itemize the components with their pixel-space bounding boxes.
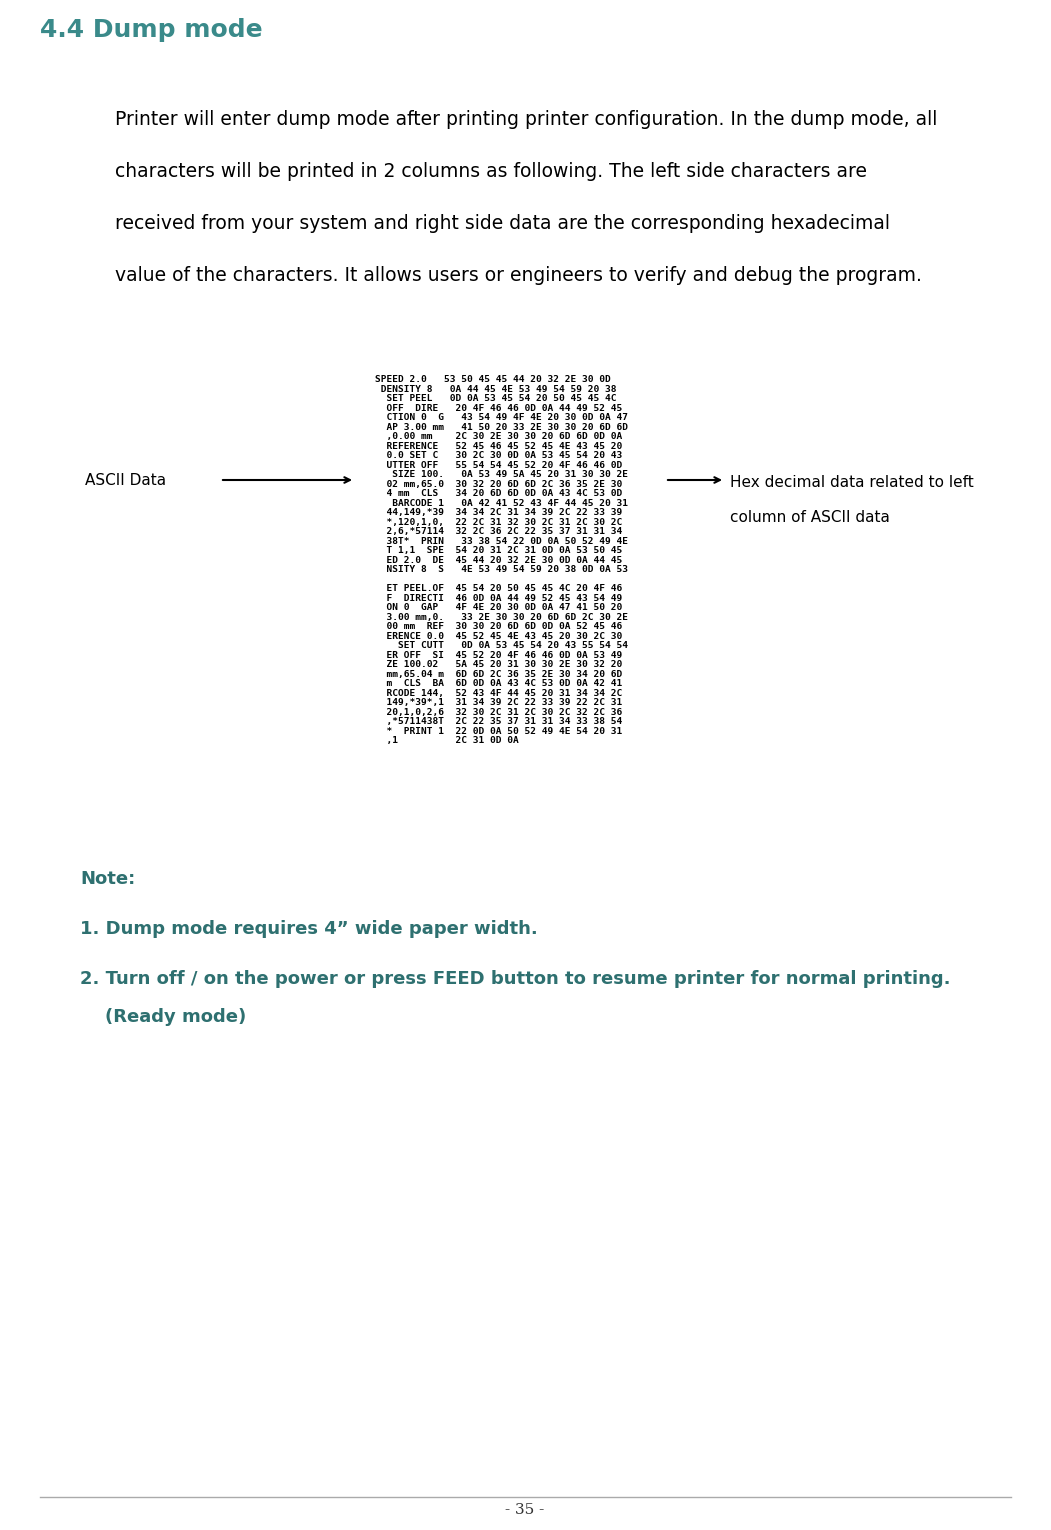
- Text: SET PEEL   0D 0A 53 45 54 20 50 45 45 4C: SET PEEL 0D 0A 53 45 54 20 50 45 45 4C: [375, 395, 617, 402]
- Text: ER OFF  SI  45 52 20 4F 46 46 0D 0A 53 49: ER OFF SI 45 52 20 4F 46 46 0D 0A 53 49: [375, 650, 622, 659]
- Text: AP 3.00 mm   41 50 20 33 2E 30 30 20 6D 6D: AP 3.00 mm 41 50 20 33 2E 30 30 20 6D 6D: [375, 422, 628, 431]
- Text: Hex decimal data related to left: Hex decimal data related to left: [730, 474, 973, 490]
- Text: 2. Turn off / on the power or press FEED button to resume printer for normal pri: 2. Turn off / on the power or press FEED…: [80, 970, 950, 988]
- Text: 38T*  PRIN   33 38 54 22 0D 0A 50 52 49 4E: 38T* PRIN 33 38 54 22 0D 0A 50 52 49 4E: [375, 537, 628, 546]
- Text: 4.4 Dump mode: 4.4 Dump mode: [40, 18, 263, 41]
- Text: CTION 0  G   43 54 49 4F 4E 20 30 0D 0A 47: CTION 0 G 43 54 49 4F 4E 20 30 0D 0A 47: [375, 413, 628, 422]
- Text: Printer will enter dump mode after printing printer configuration. In the dump m: Printer will enter dump mode after print…: [115, 110, 937, 129]
- Text: (Ready mode): (Ready mode): [80, 1008, 246, 1027]
- Text: UTTER OFF   55 54 54 45 52 20 4F 46 46 0D: UTTER OFF 55 54 54 45 52 20 4F 46 46 0D: [375, 461, 622, 470]
- Text: m  CLS  BA  6D 0D 0A 43 4C 53 0D 0A 42 41: m CLS BA 6D 0D 0A 43 4C 53 0D 0A 42 41: [375, 679, 622, 689]
- Text: 4 mm  CLS   34 20 6D 6D 0D 0A 43 4C 53 0D: 4 mm CLS 34 20 6D 6D 0D 0A 43 4C 53 0D: [375, 490, 622, 497]
- Text: ET PEEL.OF  45 54 20 50 45 45 4C 20 4F 46: ET PEEL.OF 45 54 20 50 45 45 4C 20 4F 46: [375, 584, 622, 594]
- Text: 00 mm  REF  30 30 20 6D 6D 0D 0A 52 45 46: 00 mm REF 30 30 20 6D 6D 0D 0A 52 45 46: [375, 623, 622, 630]
- Text: ZE 100.02   5A 45 20 31 30 30 2E 30 32 20: ZE 100.02 5A 45 20 31 30 30 2E 30 32 20: [375, 659, 622, 669]
- Text: characters will be printed in 2 columns as following. The left side characters a: characters will be printed in 2 columns …: [115, 162, 867, 181]
- Text: 3.00 mm,0.   33 2E 30 30 20 6D 6D 2C 30 2E: 3.00 mm,0. 33 2E 30 30 20 6D 6D 2C 30 2E: [375, 612, 628, 621]
- Text: REFERENCE   52 45 46 45 52 45 4E 43 45 20: REFERENCE 52 45 46 45 52 45 4E 43 45 20: [375, 442, 622, 450]
- Text: SIZE 100.   0A 53 49 5A 45 20 31 30 30 2E: SIZE 100. 0A 53 49 5A 45 20 31 30 30 2E: [375, 470, 628, 479]
- Text: ERENCE 0.0  45 52 45 4E 43 45 20 30 2C 30: ERENCE 0.0 45 52 45 4E 43 45 20 30 2C 30: [375, 632, 622, 641]
- Text: ,0.00 mm    2C 30 2E 30 30 20 6D 6D 0D 0A: ,0.00 mm 2C 30 2E 30 30 20 6D 6D 0D 0A: [375, 431, 622, 441]
- Text: OFF  DIRE   20 4F 46 46 0D 0A 44 49 52 45: OFF DIRE 20 4F 46 46 0D 0A 44 49 52 45: [375, 404, 622, 413]
- Text: 44,149,*39  34 34 2C 31 34 39 2C 22 33 39: 44,149,*39 34 34 2C 31 34 39 2C 22 33 39: [375, 508, 622, 517]
- Text: SET CUTT   0D 0A 53 45 54 20 43 55 54 54: SET CUTT 0D 0A 53 45 54 20 43 55 54 54: [375, 641, 628, 650]
- Text: 1. Dump mode requires 4” wide paper width.: 1. Dump mode requires 4” wide paper widt…: [80, 920, 538, 938]
- Text: ED 2.0  DE  45 44 20 32 2E 30 0D 0A 44 45: ED 2.0 DE 45 44 20 32 2E 30 0D 0A 44 45: [375, 555, 622, 565]
- Text: mm,65.04 m  6D 6D 2C 36 35 2E 30 34 20 6D: mm,65.04 m 6D 6D 2C 36 35 2E 30 34 20 6D: [375, 670, 622, 678]
- Text: *,120,1,0,  22 2C 31 32 30 2C 31 2C 30 2C: *,120,1,0, 22 2C 31 32 30 2C 31 2C 30 2C: [375, 517, 622, 526]
- Text: value of the characters. It allows users or engineers to verify and debug the pr: value of the characters. It allows users…: [115, 266, 922, 285]
- Text: ,1          2C 31 0D 0A: ,1 2C 31 0D 0A: [375, 736, 519, 745]
- Text: ON 0  GAP   4F 4E 20 30 0D 0A 47 41 50 20: ON 0 GAP 4F 4E 20 30 0D 0A 47 41 50 20: [375, 603, 622, 612]
- Text: 20,1,0,2,6  32 30 2C 31 2C 30 2C 32 2C 36: 20,1,0,2,6 32 30 2C 31 2C 30 2C 32 2C 36: [375, 707, 622, 716]
- Text: Note:: Note:: [80, 871, 136, 887]
- Text: - 35 -: - 35 -: [506, 1502, 544, 1518]
- Text: T 1,1  SPE  54 20 31 2C 31 0D 0A 53 50 45: T 1,1 SPE 54 20 31 2C 31 0D 0A 53 50 45: [375, 546, 622, 555]
- Text: DENSITY 8   0A 44 45 4E 53 49 54 59 20 38: DENSITY 8 0A 44 45 4E 53 49 54 59 20 38: [375, 384, 617, 393]
- Text: F  DIRECTI  46 0D 0A 44 49 52 45 43 54 49: F DIRECTI 46 0D 0A 44 49 52 45 43 54 49: [375, 594, 622, 603]
- Text: ASCII Data: ASCII Data: [85, 473, 166, 488]
- Text: NSITY 8  S   4E 53 49 54 59 20 38 0D 0A 53: NSITY 8 S 4E 53 49 54 59 20 38 0D 0A 53: [375, 565, 628, 574]
- Text: RCODE 144,  52 43 4F 44 45 20 31 34 34 2C: RCODE 144, 52 43 4F 44 45 20 31 34 34 2C: [375, 688, 622, 698]
- Text: SPEED 2.0   53 50 45 45 44 20 32 2E 30 0D: SPEED 2.0 53 50 45 45 44 20 32 2E 30 0D: [375, 375, 611, 384]
- Text: 02 mm,65.0  30 32 20 6D 6D 2C 36 35 2E 30: 02 mm,65.0 30 32 20 6D 6D 2C 36 35 2E 30: [375, 479, 622, 488]
- Text: received from your system and right side data are the corresponding hexadecimal: received from your system and right side…: [115, 214, 890, 233]
- Text: 0.0 SET C   30 2C 30 0D 0A 53 45 54 20 43: 0.0 SET C 30 2C 30 0D 0A 53 45 54 20 43: [375, 451, 622, 461]
- Text: *  PRINT 1  22 0D 0A 50 52 49 4E 54 20 31: * PRINT 1 22 0D 0A 50 52 49 4E 54 20 31: [375, 727, 622, 736]
- Text: BARCODE 1   0A 42 41 52 43 4F 44 45 20 31: BARCODE 1 0A 42 41 52 43 4F 44 45 20 31: [375, 499, 628, 508]
- Text: ,*5711438T  2C 22 35 37 31 31 34 33 38 54: ,*5711438T 2C 22 35 37 31 31 34 33 38 54: [375, 718, 622, 727]
- Text: 149,*39*,1  31 34 39 2C 22 33 39 22 2C 31: 149,*39*,1 31 34 39 2C 22 33 39 22 2C 31: [375, 698, 622, 707]
- Text: column of ASCII data: column of ASCII data: [730, 509, 890, 525]
- Text: 2,6,*57114  32 2C 36 2C 22 35 37 31 31 34: 2,6,*57114 32 2C 36 2C 22 35 37 31 31 34: [375, 526, 622, 536]
